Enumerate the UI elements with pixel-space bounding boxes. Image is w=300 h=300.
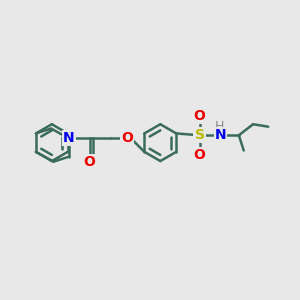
Text: O: O [194,148,206,162]
Text: N: N [214,128,226,142]
Text: S: S [195,128,205,142]
Text: N: N [63,131,75,145]
Text: H: H [214,120,224,133]
Text: O: O [121,131,133,145]
Text: O: O [84,155,96,170]
Text: O: O [194,109,206,123]
